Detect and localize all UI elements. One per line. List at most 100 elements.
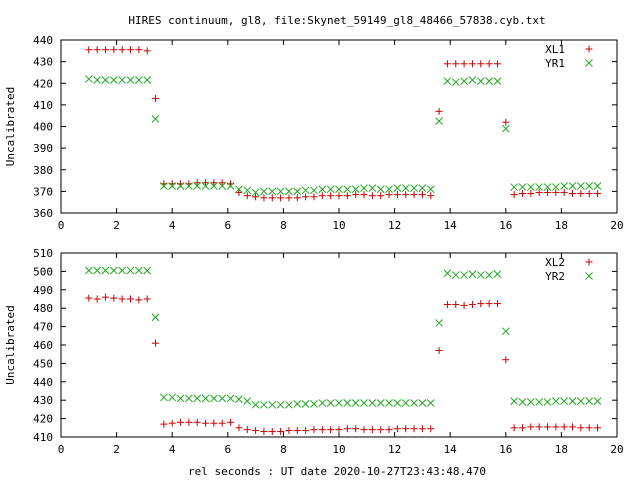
data-point: [385, 185, 393, 194]
data-point: [426, 399, 435, 407]
y-tick-label: 410: [33, 431, 53, 444]
data-point: [193, 179, 201, 187]
data-point: [543, 183, 552, 191]
data-point: [118, 266, 127, 275]
data-point: [435, 319, 443, 327]
data-point: [285, 194, 293, 202]
data-point: [193, 418, 201, 426]
data-point: [326, 185, 335, 194]
x-tick-label: 8: [280, 219, 287, 232]
data-point: [418, 399, 427, 407]
chart-title: HIRES continuum, gl8, file:Skynet_59149_…: [128, 14, 545, 27]
data-point: [185, 418, 193, 426]
data-point: [410, 399, 418, 407]
y-tick-label: 370: [33, 185, 53, 198]
data-point: [235, 188, 243, 196]
data-point: [360, 399, 368, 407]
data-point: [143, 295, 151, 303]
legend-label: XL2: [545, 256, 565, 269]
data-point: [143, 266, 152, 275]
data-point: [277, 427, 285, 435]
data-point: [93, 76, 101, 84]
data-point: [135, 46, 143, 54]
data-point: [318, 426, 326, 434]
y-tick-label: 460: [33, 339, 53, 352]
data-point: [326, 399, 335, 407]
data-point: [110, 46, 118, 54]
data-point: [243, 186, 252, 195]
data-point: [593, 397, 602, 405]
data-point: [218, 182, 227, 190]
data-point: [477, 300, 485, 308]
data-point: [335, 185, 343, 194]
legend-marker: [585, 45, 593, 53]
data-point: [202, 179, 210, 187]
data-point: [318, 399, 327, 407]
data-point: [193, 394, 202, 403]
data-point: [343, 192, 351, 200]
data-point: [585, 397, 594, 405]
data-point: [393, 425, 401, 433]
data-point: [260, 187, 268, 196]
data-point: [460, 301, 468, 309]
plot-frame: [60, 252, 618, 438]
x-tick-label: 6: [224, 219, 231, 232]
data-point: [276, 400, 285, 409]
data-point: [134, 266, 143, 275]
x-tick-label: 4: [169, 219, 176, 232]
data-point: [476, 271, 485, 279]
data-point: [477, 60, 485, 68]
data-point: [376, 399, 385, 407]
data-point: [593, 182, 602, 190]
data-point: [493, 300, 501, 308]
data-point: [527, 423, 535, 431]
series-xl1: [85, 46, 602, 202]
data-point: [176, 182, 185, 190]
data-point: [544, 188, 551, 196]
data-point: [535, 188, 543, 196]
data-point: [526, 398, 535, 406]
data-point: [402, 191, 410, 199]
x-tick-label: 14: [444, 219, 458, 232]
data-point: [118, 76, 127, 84]
data-point: [327, 192, 335, 200]
data-point: [569, 423, 577, 431]
y-tick-label: 420: [33, 413, 53, 426]
data-point: [134, 76, 143, 84]
data-point: [560, 182, 569, 190]
series-xl2: [85, 293, 602, 435]
data-point: [451, 271, 460, 279]
data-point: [201, 182, 210, 190]
y-tick-label: 490: [33, 284, 53, 297]
y-axis-label: Uncalibrated: [4, 87, 17, 166]
data-point: [535, 183, 544, 191]
data-point: [560, 397, 569, 405]
data-point: [410, 184, 418, 192]
data-point: [510, 424, 518, 432]
data-point: [443, 60, 451, 68]
y-tick-label: 390: [33, 142, 53, 155]
data-point: [227, 418, 235, 426]
data-point: [485, 300, 493, 308]
data-point: [268, 194, 276, 202]
x-tick-label: 18: [555, 219, 568, 232]
series-yr1: [84, 75, 602, 197]
data-point: [335, 192, 343, 200]
data-point: [393, 184, 402, 192]
data-point: [443, 269, 452, 278]
legend-marker: [585, 258, 593, 266]
data-point: [435, 107, 443, 115]
data-point: [126, 266, 135, 275]
data-point: [301, 186, 310, 195]
data-point: [93, 266, 101, 275]
data-point: [351, 399, 360, 407]
data-point: [352, 191, 360, 199]
data-point: [352, 425, 360, 433]
data-point: [335, 399, 343, 407]
data-point: [243, 426, 251, 434]
data-point: [277, 194, 285, 202]
data-point: [493, 60, 501, 68]
data-point: [560, 188, 568, 196]
data-point: [343, 425, 351, 433]
